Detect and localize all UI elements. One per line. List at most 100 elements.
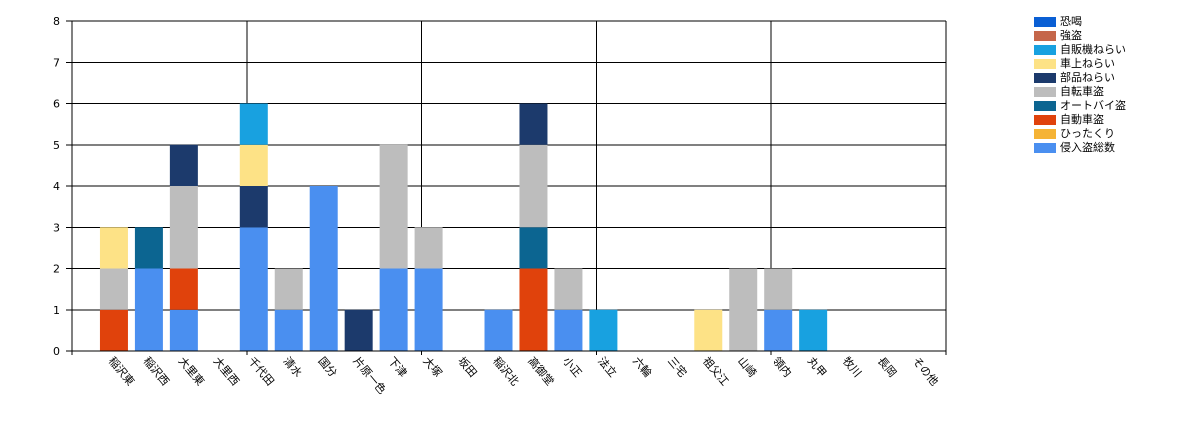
legend-label: 侵入盗総数 [1060,141,1115,154]
legend-label: 自転車盗 [1060,85,1104,98]
legend-label: 部品ねらい [1060,71,1115,84]
bar-segment [554,268,583,310]
legend-item: 部品ねらい [1034,71,1126,85]
bar-segment [239,227,268,351]
bar-segment [484,309,513,351]
y-tick-label: 6 [53,98,60,111]
x-tick-label: 稲沢西 [141,354,173,388]
bar-segment [309,186,338,351]
x-tick-label: 長岡 [875,355,899,380]
legend-label: 恐喝 [1060,15,1082,28]
bar-segment [694,309,723,351]
bar-segment [379,144,408,269]
bar-segment [729,268,758,351]
legend-swatch [1034,143,1056,153]
bar-segment [519,227,548,269]
x-tick-label: 領内 [770,354,795,380]
legend-label: 自販機ねらい [1060,43,1126,56]
legend-item: 強盗 [1034,29,1126,43]
y-tick-label: 1 [53,304,60,317]
legend-label: ひったくり [1060,127,1115,140]
bar-segment [414,268,443,351]
legend-item: オートバイ盗 [1034,99,1126,113]
legend-item: 自転車盗 [1034,85,1126,99]
legend-item: 自動車盗 [1034,113,1126,127]
legend-item: 恐喝 [1034,15,1126,29]
x-tick-label: その他 [910,355,941,389]
axes [66,20,947,355]
bar-segment [239,144,268,186]
bar-segment [274,268,303,310]
x-tick-label: 千代田 [245,355,276,389]
x-tick-label: 丸甲 [805,355,829,380]
bar-segment [799,309,828,351]
legend-swatch [1034,115,1056,125]
y-tick-label: 4 [53,180,60,193]
bar-segment [519,144,548,228]
bar-segment [274,309,303,351]
x-tick-label: 高御堂 [525,354,557,388]
legend-item: ひったくり [1034,127,1126,141]
x-tick-label: 稲沢北 [490,354,522,388]
bar-segment [169,309,198,351]
x-tick-label: 大里西 [211,354,243,388]
bar-segment [764,268,793,310]
legend-swatch [1034,129,1056,139]
bar-segment [554,309,583,351]
bar-segment [589,309,618,351]
x-tick-label: 三宅 [665,354,690,380]
legend-swatch [1034,31,1056,41]
x-tick-label: 稲沢東 [106,354,138,388]
bar-segment [169,268,198,310]
legend-swatch [1034,73,1056,83]
legend-item: 車上ねらい [1034,57,1126,71]
x-tick-label: 牧川 [840,354,865,380]
bar-segment [134,268,163,351]
legend-swatch [1034,59,1056,69]
bar-segment [99,268,128,310]
bars [99,103,828,351]
bar-segment [99,309,128,351]
legend: 恐喝 強盗 自販機ねらい 車上ねらい 部品ねらい 自転車盗 オートバイ盗 自動車盗 ひったくり侵… [1034,15,1126,155]
bar-segment [134,227,163,269]
bar-segment [519,103,548,145]
x-tick-label: 片原一色 [350,354,389,397]
y-tick-label: 5 [53,139,60,152]
x-tick-label: 坂田 [455,355,479,380]
x-tick-label: 下津 [385,355,409,380]
legend-swatch [1034,87,1056,97]
x-tick-label: 山崎 [735,354,760,380]
legend-item: 自販機ねらい [1034,43,1126,57]
y-tick-label: 2 [53,263,60,276]
legend-label: 車上ねらい [1060,57,1115,70]
legend-swatch [1034,45,1056,55]
bar-segment [414,227,443,269]
legend-item: 侵入盗総数 [1034,141,1126,155]
legend-label: 自動車盗 [1060,113,1104,126]
bar-segment [239,103,268,145]
x-tick-label: 祖父江 [700,354,732,388]
bar-segment [169,144,198,186]
x-tick-label: 六輪 [630,354,655,380]
legend-swatch [1034,17,1056,27]
y-tick-labels: 0 1 2 3 4 5 6 7 8 [53,15,60,358]
x-tick-label: 法立 [595,354,620,380]
bar-segment [239,186,268,228]
bar-segment [99,227,128,269]
bar-segment [379,268,408,351]
x-tick-label: 大里東 [176,354,208,388]
bar-segment [169,186,198,269]
legend-swatch [1034,101,1056,111]
x-tick-labels: 稲沢東 稲沢西 大里東 大里西 千代田 清水 国分 片原一色下津 大塚 坂田 稲沢北 高御堂 小正 法立六… [106,354,941,397]
x-tick-label: 小正 [560,355,584,380]
bar-segment [519,268,548,351]
y-tick-label: 0 [53,345,60,358]
x-tick-label: 国分 [315,355,339,380]
y-tick-label: 7 [53,56,60,69]
bar-segment [764,309,793,351]
y-tick-label: 3 [53,221,60,234]
grid-lines [72,20,947,352]
x-tick-label: 清水 [280,355,304,380]
legend-label: 強盗 [1060,29,1082,42]
